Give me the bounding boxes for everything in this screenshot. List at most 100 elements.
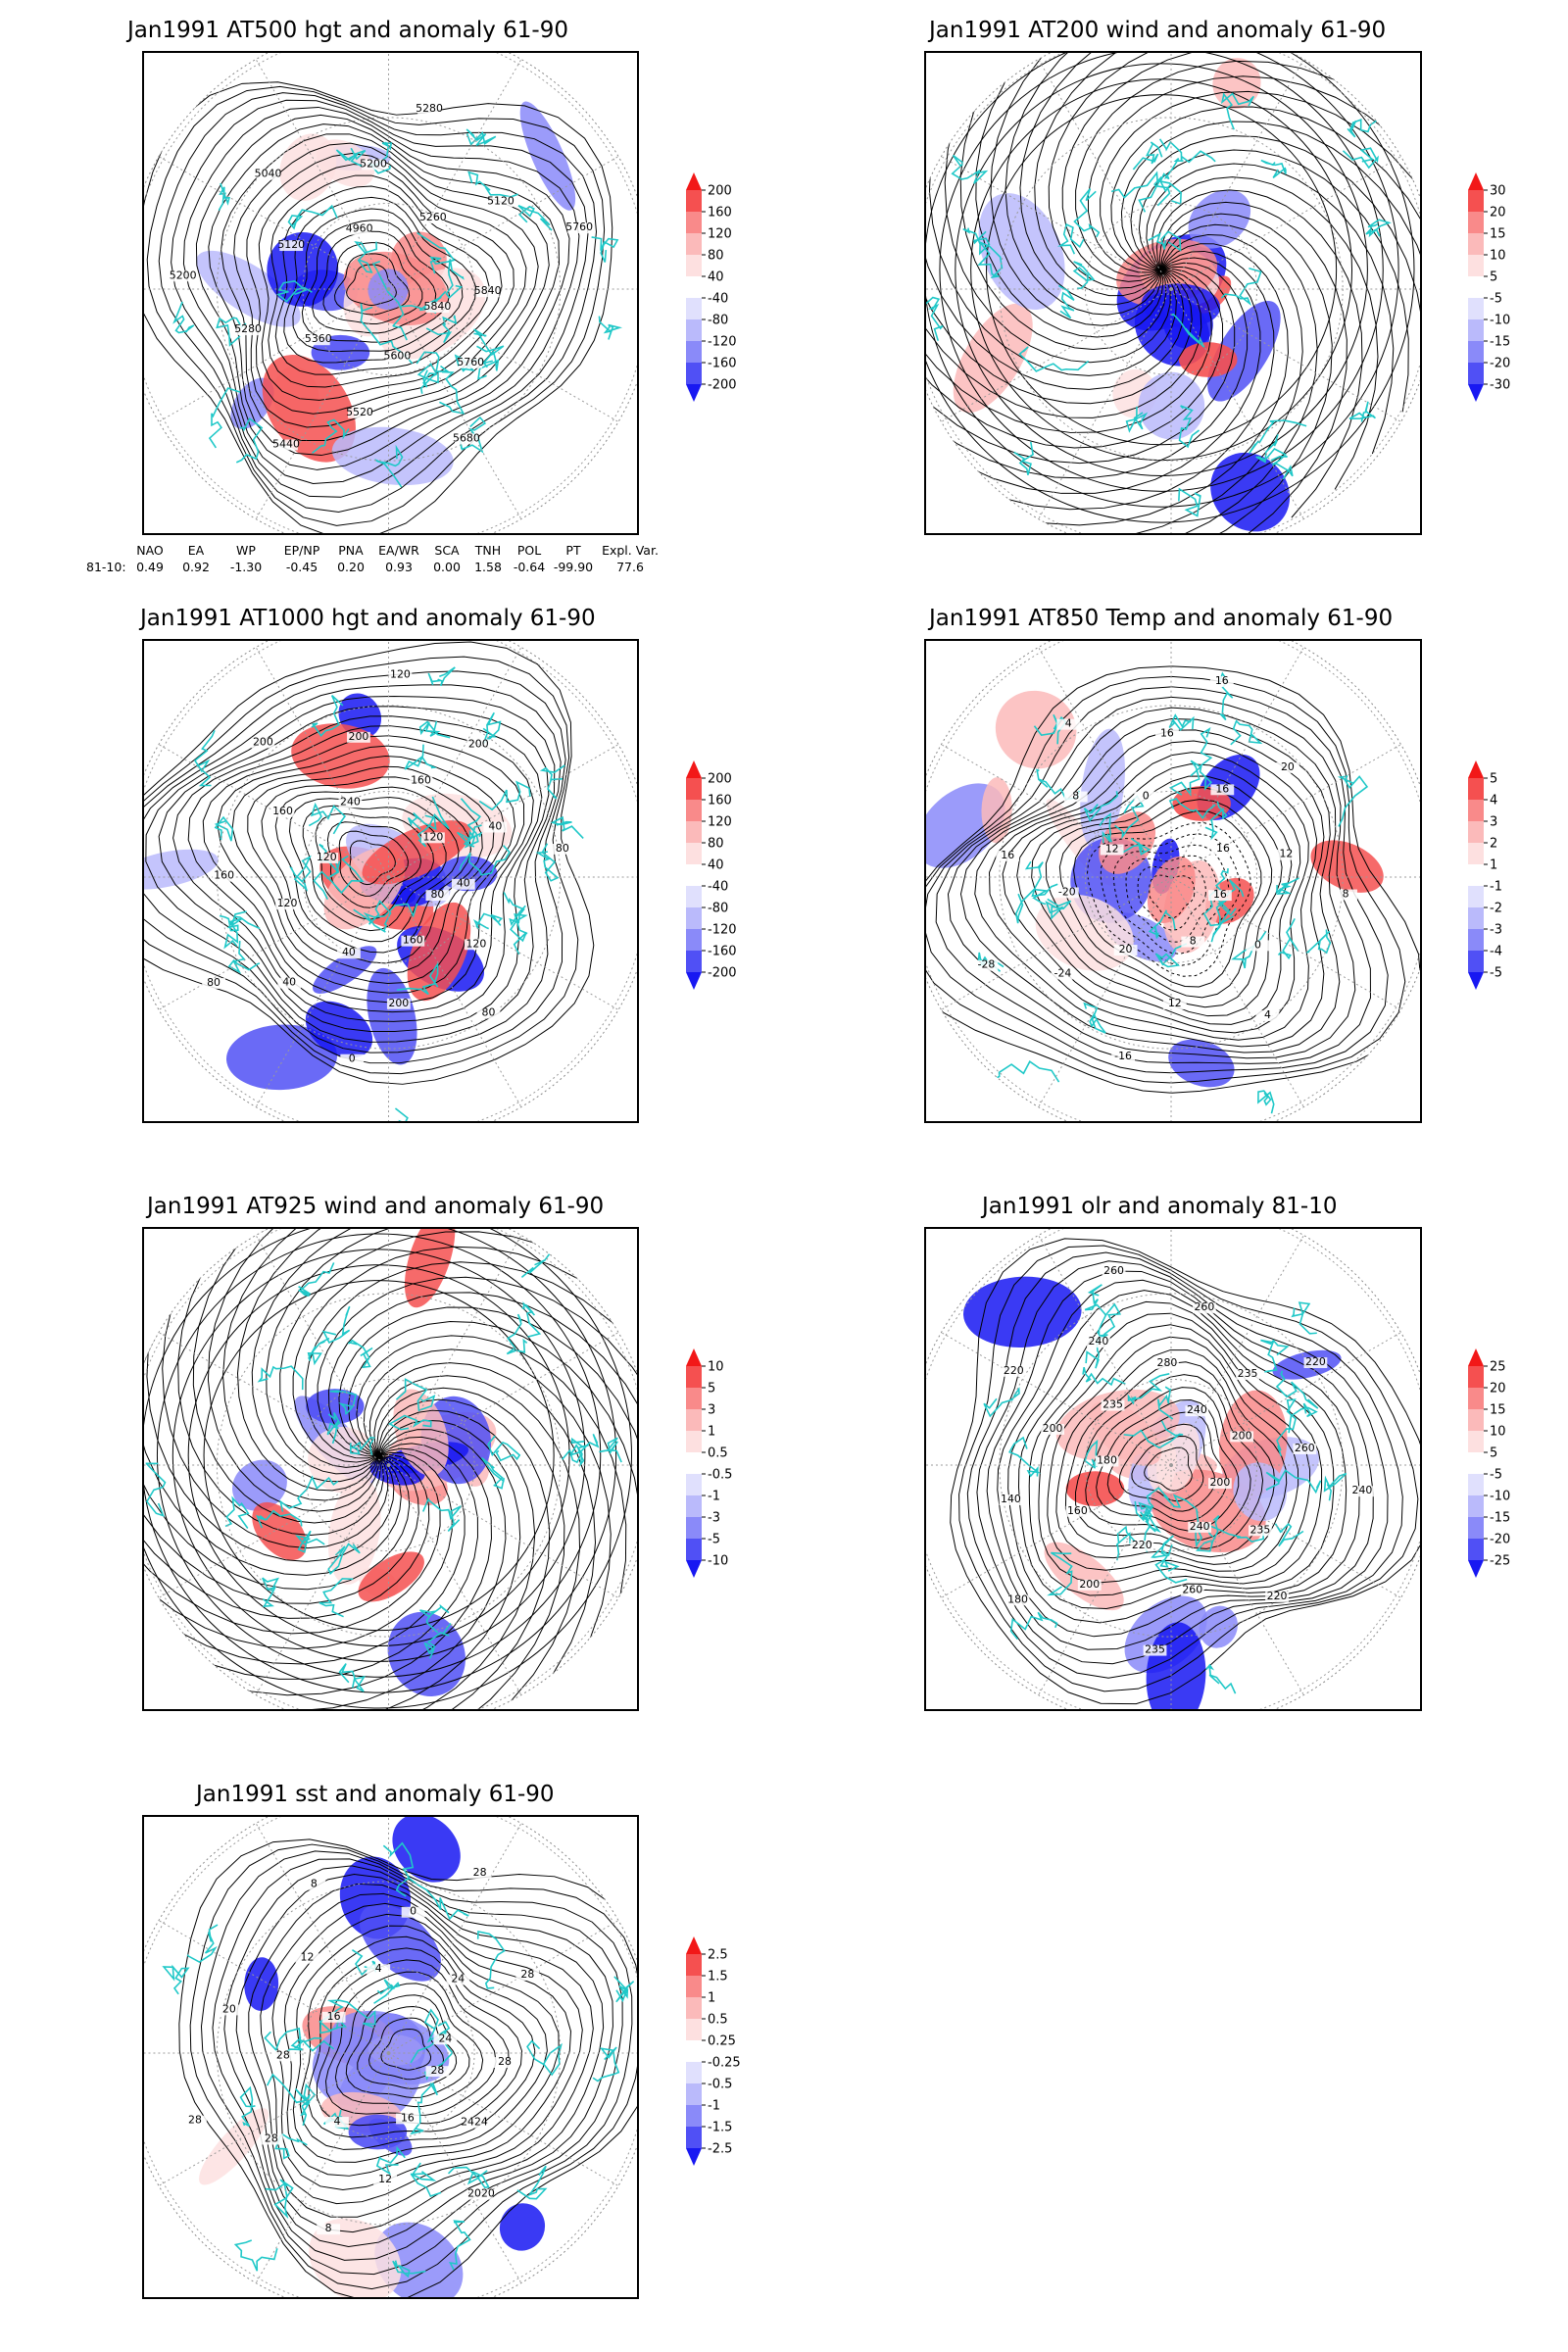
coastline: [1057, 284, 1075, 319]
colorbar-swatch: [686, 778, 702, 800]
contour-label-bg: [1207, 890, 1232, 902]
colorbar-swatch: [686, 1517, 702, 1539]
streamline: [1152, 176, 1379, 490]
contour-line: [986, 1270, 1374, 1650]
streamline: [955, 63, 1368, 476]
contour-label-bg: [259, 2133, 283, 2145]
coastline: [550, 815, 584, 840]
streamline: [308, 1419, 521, 1709]
coastline: [193, 729, 216, 787]
colorbar-top-arrow: [686, 1348, 702, 1366]
contour-label: 5760: [565, 220, 593, 233]
coastline: [421, 1497, 463, 1533]
colorbar-tick-label: 80: [708, 837, 724, 852]
contour-label: 28: [430, 2064, 444, 2077]
contour-label-bg: [367, 1964, 391, 1976]
colorbar-svg: 200 160 120 80 40 -40 -80 -120 -160 -200: [686, 760, 737, 990]
streamline: [376, 1387, 565, 1709]
coastline: [1347, 118, 1380, 138]
contour-label: 140: [1001, 1493, 1021, 1505]
coastline: [1342, 147, 1379, 170]
contour-label: 240: [1190, 1520, 1210, 1533]
map-at200-wind: [924, 51, 1422, 535]
contour-label: 200: [1043, 1422, 1063, 1435]
coastline: [265, 2179, 294, 2220]
map-content: 5840 5760 5680 5600 5520 5440 5360 5280 5200 5120…: [144, 53, 637, 533]
contour-line: [283, 196, 476, 364]
positive-anomaly-area: [1044, 1542, 1124, 1611]
tele-header-row: NAO EA WP EP/NP PNA EA/WR SCA TNH POL PT Expl. Var…: [86, 542, 664, 559]
streamline: [1146, 163, 1395, 455]
meridian-line: [255, 288, 389, 519]
colorbar-at200: 30 20 15 10 5 -5 -10 -15 -20 -30: [1468, 172, 1546, 406]
coastline: [1083, 791, 1119, 822]
polar-map: 16 0 4 8 12 -16 20 -24 -28 -20 16 12 8 4 0 16 16 16 20 16 12…: [926, 641, 1420, 1121]
colorbar-top-arrow: [1468, 760, 1484, 778]
positive-anomaly-area: [1147, 856, 1196, 924]
map-sst: 28 2424 2020 16 12 8 4 28 28 28 20 16 12 8 4 0 28 24 28 24 2…: [142, 1815, 639, 2299]
contour-label-bg: [212, 870, 236, 882]
colorbar-tick-label: -2.5: [708, 2142, 732, 2157]
meridian-line: [158, 156, 389, 290]
colorbar-tick-label: 160: [708, 206, 732, 220]
contour-label: 16: [1160, 727, 1174, 740]
contour-label-bg: [433, 2034, 458, 2045]
coastline: [410, 2082, 438, 2135]
contour-line: [1038, 1324, 1311, 1584]
colorbar-swatch: [686, 800, 702, 821]
meridian-line: [388, 744, 619, 878]
streamline: [338, 1306, 637, 1501]
contour-label: 260: [1194, 1300, 1214, 1313]
colorbar-tick-label: -40: [708, 292, 728, 307]
contour-label-bg: [279, 240, 304, 252]
contour-label-bg: [315, 853, 339, 863]
colorbar-bottom-arrow: [686, 972, 702, 990]
coastline: [1288, 1402, 1318, 1434]
tele-header-cell: POL: [516, 543, 542, 558]
streamline: [305, 1261, 637, 1459]
contour-label: 12: [1105, 843, 1119, 856]
coastline: [373, 1979, 401, 2004]
colorbar-at500: 200 160 120 80 40 -40 -80 -120 -160 -200: [686, 172, 764, 406]
contour-label: 260: [1182, 1583, 1202, 1595]
contour-line: [958, 1245, 1419, 1692]
negative-anomaly-area: [313, 946, 377, 994]
contour-line: [223, 1865, 613, 2248]
contour-label: 8: [1072, 789, 1079, 802]
contour-label-bg: [1143, 1644, 1167, 1656]
coastline: [1099, 812, 1113, 844]
coastline: [172, 301, 195, 334]
colorbar-swatch: [686, 233, 702, 255]
meridian-line: [388, 647, 522, 878]
colorbar-swatch: [1468, 1431, 1484, 1452]
coastline: [407, 811, 437, 831]
colorbar-tick-label: 2.5: [708, 1948, 728, 1963]
coastline: [1172, 1494, 1202, 1548]
contour-label: 200: [388, 997, 409, 1009]
coastline: [926, 296, 944, 341]
streamline: [1088, 75, 1420, 273]
colorbar-swatch: [1468, 1409, 1484, 1431]
contour-label-bg: [999, 1494, 1023, 1506]
contour-label: 40: [282, 976, 296, 989]
colorbar-tick-label: -15: [1490, 335, 1510, 350]
contour-line: [288, 797, 460, 943]
contour-label: 5760: [457, 356, 484, 368]
coastline: [396, 961, 439, 996]
contour-line: [202, 735, 525, 1004]
streamline: [363, 1348, 612, 1641]
coastline: [466, 128, 497, 147]
contour-line: [301, 220, 451, 343]
contour-label-bg: [467, 1867, 492, 1879]
contour-label: 240: [1089, 1335, 1109, 1348]
colorbar-swatch: [1468, 233, 1484, 255]
contour-line: [233, 142, 539, 428]
streamline: [144, 1229, 632, 1709]
contour-line: [989, 740, 1318, 1041]
coastline: [1276, 877, 1299, 896]
colorbar-tick-label: -1.5: [708, 2121, 732, 2135]
meridian-line: [1038, 876, 1172, 1107]
coastline: [318, 843, 341, 880]
streamline: [172, 1249, 586, 1662]
coastline: [354, 241, 378, 273]
